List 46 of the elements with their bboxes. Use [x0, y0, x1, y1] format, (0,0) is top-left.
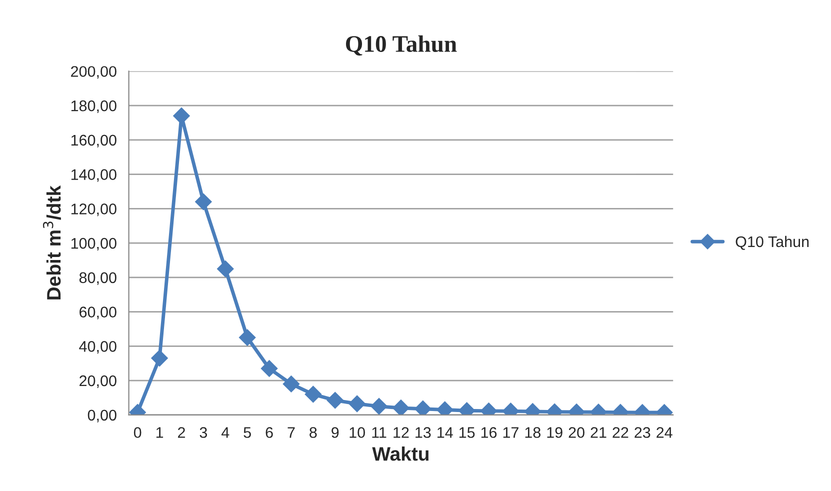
y-tick-label: 140,00	[71, 169, 116, 182]
y-tick-label: 80,00	[79, 272, 116, 285]
point	[414, 400, 432, 415]
point	[173, 108, 190, 124]
x-tick-label: 15	[459, 427, 475, 438]
legend-label: Q10 Tahun	[736, 236, 809, 250]
x-tick-label: 10	[350, 427, 365, 438]
y-tick-label: 20,00	[80, 375, 116, 388]
x-tick-label: 0	[134, 427, 142, 438]
x-tick-label: 22	[612, 427, 628, 438]
point	[238, 329, 256, 346]
x-tick-label: 1	[156, 427, 164, 438]
y-tick-label: 180,00	[71, 100, 116, 114]
point	[217, 260, 234, 278]
x-tick-label: 5	[244, 427, 251, 438]
x-tick-label: 14	[438, 427, 453, 438]
y-tick-label: 40,00	[79, 341, 116, 354]
x-tick-label: 21	[590, 427, 606, 438]
x-axis-title: Waktu	[372, 446, 428, 461]
point	[195, 193, 212, 210]
x-tick-label: 6	[266, 427, 273, 438]
x-tick-label: 24	[656, 427, 672, 438]
x-tick-label: 2	[178, 427, 185, 438]
x-tick-label: 8	[310, 427, 317, 438]
y-tick-label: 160,00	[71, 134, 116, 148]
chart-title: Q10 Tahun	[346, 35, 457, 56]
y-tick-label: 100,00	[71, 238, 116, 251]
point	[392, 400, 410, 415]
x-tick-label: 23	[634, 427, 650, 438]
y-tick-label: 60,00	[80, 306, 116, 320]
x-tick-label: 3	[200, 427, 208, 438]
y-tick-label: 0,00	[88, 410, 116, 422]
y-axis-title: Debit m$^{3}$/dtk	[42, 185, 61, 300]
y-tick-label: 120,00	[71, 204, 116, 216]
x-tick-label: 16	[481, 427, 497, 438]
x-tick-label: 9	[332, 427, 339, 438]
x-tick-label: 17	[503, 427, 518, 438]
y-tick-label: 200,00	[71, 66, 116, 79]
x-tick-label: 13	[416, 427, 431, 438]
x-tick-label: 19	[547, 427, 562, 438]
x-tick-label: 7	[288, 427, 295, 438]
x-tick-label: 20	[568, 427, 584, 438]
x-tick-label: 12	[394, 427, 409, 438]
x-tick-label: 4	[221, 427, 230, 438]
x-tick-label: 11	[372, 427, 386, 438]
x-tick-label: 18	[525, 427, 540, 438]
